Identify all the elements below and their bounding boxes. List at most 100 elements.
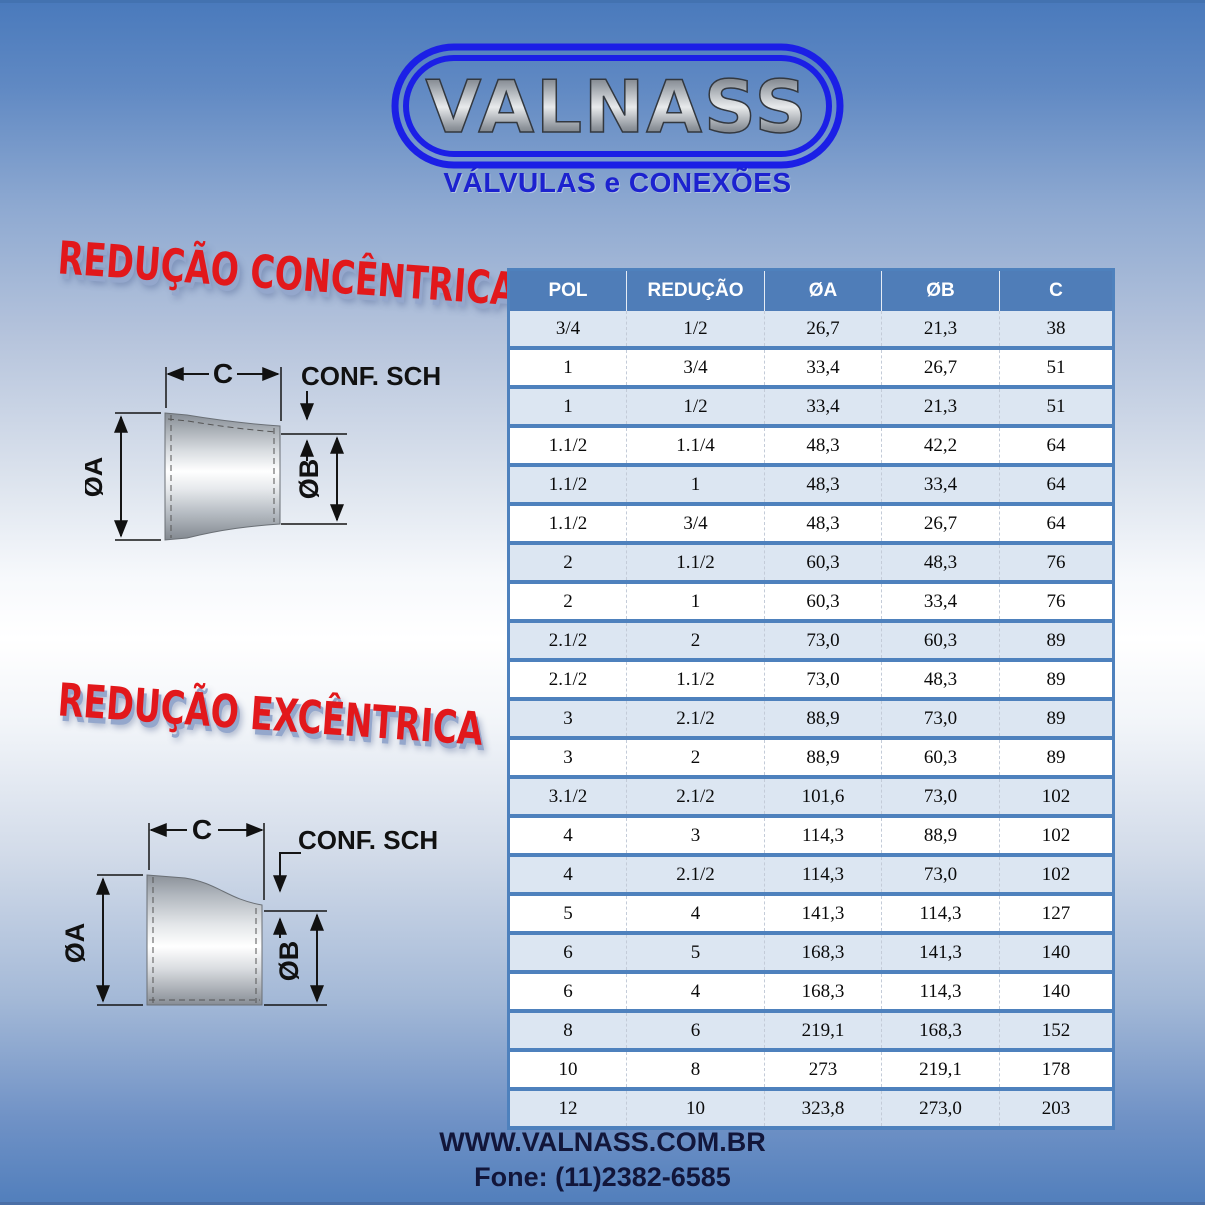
table-cell: 1.1/4 <box>626 426 765 467</box>
eccentric-reducer-diagram: C CONF. SCH ØA ØB <box>65 814 438 1006</box>
table-cell: 10 <box>626 1089 765 1130</box>
header-dia-b: ØB <box>881 269 1000 311</box>
table-cell: 89 <box>999 660 1114 701</box>
table-cell: 141,3 <box>881 933 1000 974</box>
table-cell: 8 <box>626 1050 765 1091</box>
table-cell: 51 <box>999 348 1114 389</box>
table-row: 5 4 141,3 114,3 127 <box>508 894 1114 935</box>
table-cell: 168,3 <box>881 1011 1000 1052</box>
table-cell: 114,3 <box>881 972 1000 1013</box>
table-cell: 64 <box>999 504 1114 545</box>
table-cell: 10 <box>508 1050 627 1091</box>
dim-label-c: C <box>192 814 212 845</box>
table-row: 1.1/2 1.1/4 48,3 42,2 64 <box>508 426 1114 467</box>
table-cell: 114,3 <box>881 894 1000 935</box>
eccentric-reducer-body <box>146 874 263 1006</box>
table-cell: 2.1/2 <box>626 777 765 818</box>
table-cell: 76 <box>999 582 1114 623</box>
table-row: 3 2 88,9 60,3 89 <box>508 738 1114 779</box>
table-cell: 141,3 <box>764 894 882 935</box>
table-body: 3/4 1/2 26,7 21,3 38 1 3/4 33,4 26,7 51 1 1/2 33,4 21… <box>508 311 1114 1130</box>
table-cell: 4 <box>626 972 765 1013</box>
table-cell: 4 <box>508 816 627 857</box>
valnass-logo: VALNASS VÁLVULAS e CONEXÕES <box>385 41 850 199</box>
table-cell: 1 <box>508 387 627 428</box>
table-header: POL REDUÇÃO ØA ØB C <box>508 269 1114 311</box>
dim-label-sch: CONF. SCH <box>298 825 438 855</box>
table-cell: 8 <box>508 1011 627 1052</box>
table-cell: 26,7 <box>764 311 882 350</box>
table-cell: 48,3 <box>764 426 882 467</box>
table-row: 1 3/4 33,4 26,7 51 <box>508 348 1114 389</box>
table-cell: 168,3 <box>764 972 882 1013</box>
table-row: 1.1/2 3/4 48,3 26,7 64 <box>508 504 1114 545</box>
table-row: 3/4 1/2 26,7 21,3 38 <box>508 311 1114 350</box>
table-cell: 88,9 <box>881 816 1000 857</box>
table-cell: 3/4 <box>626 348 765 389</box>
table-row: 2.1/2 1.1/2 73,0 48,3 89 <box>508 660 1114 701</box>
table-cell: 33,4 <box>881 465 1000 506</box>
logo-brand-text: VALNASS <box>426 65 809 149</box>
table-cell: 273 <box>764 1050 882 1091</box>
table-cell: 2.1/2 <box>508 660 627 701</box>
table-cell: 38 <box>999 311 1114 350</box>
table-row: 2.1/2 2 73,0 60,3 89 <box>508 621 1114 662</box>
table-cell: 1 <box>626 582 765 623</box>
table-cell: 60,3 <box>881 738 1000 779</box>
table-cell: 33,4 <box>881 582 1000 623</box>
table-cell: 102 <box>999 816 1114 857</box>
table-cell: 323,8 <box>764 1089 882 1130</box>
table-cell: 73,0 <box>881 777 1000 818</box>
table-row: 6 4 168,3 114,3 140 <box>508 972 1114 1013</box>
table-row: 3 2.1/2 88,9 73,0 89 <box>508 699 1114 740</box>
table-cell: 21,3 <box>881 387 1000 428</box>
table-cell: 48,3 <box>764 504 882 545</box>
footer-website: WWW.VALNASS.COM.BR <box>439 1127 766 1157</box>
table-cell: 48,3 <box>881 660 1000 701</box>
table-cell: 6 <box>508 972 627 1013</box>
header-pol: POL <box>508 269 627 311</box>
table-cell: 219,1 <box>881 1050 1000 1091</box>
header-c: C <box>999 269 1114 311</box>
table-cell: 1.1/2 <box>508 504 627 545</box>
dim-label-dia-b: ØB <box>294 459 324 500</box>
dim-label-sch: CONF. SCH <box>301 361 441 391</box>
table-cell: 102 <box>999 777 1114 818</box>
table-cell: 64 <box>999 426 1114 467</box>
table-cell: 12 <box>508 1089 627 1130</box>
table-cell: 89 <box>999 621 1114 662</box>
table-cell: 60,3 <box>881 621 1000 662</box>
table-cell: 6 <box>626 1011 765 1052</box>
footer: WWW.VALNASS.COM.BR Fone: (11)2382-6585 <box>0 1125 1205 1195</box>
table-cell: 3/4 <box>508 311 627 350</box>
table-cell: 26,7 <box>881 348 1000 389</box>
table-cell: 3 <box>508 738 627 779</box>
table-cell: 114,3 <box>764 855 882 896</box>
table-cell: 1 <box>508 348 627 389</box>
footer-phone: Fone: (11)2382-6585 <box>474 1162 731 1192</box>
table-cell: 33,4 <box>764 387 882 428</box>
table-cell: 73,0 <box>881 855 1000 896</box>
table-row: 3.1/2 2.1/2 101,6 73,0 102 <box>508 777 1114 818</box>
bevel-dash-top <box>167 418 278 433</box>
table-row: 2 1 60,3 33,4 76 <box>508 582 1114 623</box>
table-cell: 1.1/2 <box>508 465 627 506</box>
table-cell: 42,2 <box>881 426 1000 467</box>
table-cell: 2 <box>626 621 765 662</box>
table-cell: 102 <box>999 855 1114 896</box>
table-cell: 76 <box>999 543 1114 584</box>
table-cell: 3/4 <box>626 504 765 545</box>
table-cell: 6 <box>508 933 627 974</box>
table-cell: 273,0 <box>881 1089 1000 1130</box>
table-cell: 152 <box>999 1011 1114 1052</box>
table-cell: 101,6 <box>764 777 882 818</box>
table-cell: 1.1/2 <box>508 426 627 467</box>
table-cell: 60,3 <box>764 582 882 623</box>
table-cell: 21,3 <box>881 311 1000 350</box>
table-cell: 3 <box>626 816 765 857</box>
table-cell: 1.1/2 <box>626 660 765 701</box>
table-cell: 140 <box>999 972 1114 1013</box>
table-row: 1 1/2 33,4 21,3 51 <box>508 387 1114 428</box>
table-cell: 168,3 <box>764 933 882 974</box>
